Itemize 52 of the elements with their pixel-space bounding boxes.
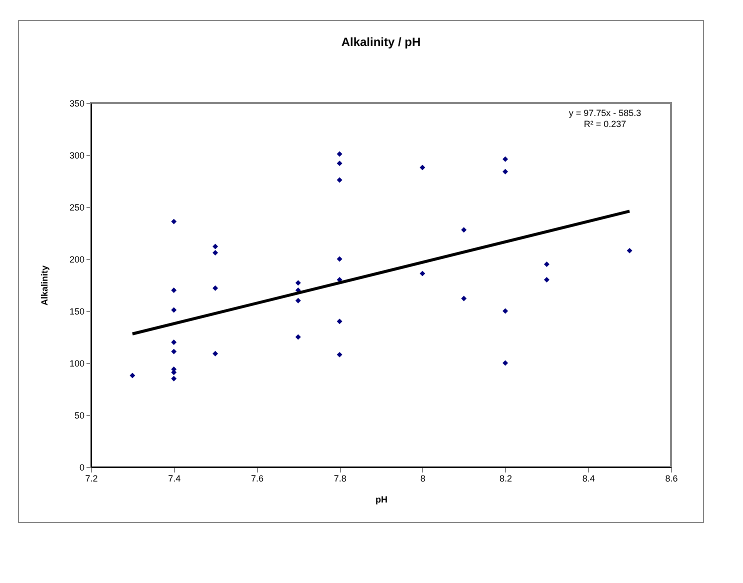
point	[336, 318, 342, 324]
point	[336, 256, 342, 262]
y-tick-label: 150	[69, 306, 84, 316]
y-tick-label: 200	[69, 254, 84, 264]
x-tick-label: 7.4	[168, 474, 181, 484]
x-tick-label: 8.6	[665, 474, 678, 484]
point	[544, 261, 550, 267]
point	[295, 334, 301, 340]
point	[171, 376, 177, 382]
x-tick-label: 8	[420, 474, 426, 484]
point	[212, 244, 218, 250]
point	[171, 218, 177, 224]
x-axis-title: pH	[376, 494, 388, 504]
y-tick-label: 250	[69, 202, 84, 212]
point	[171, 307, 177, 313]
point	[336, 352, 342, 358]
point	[336, 151, 342, 157]
x-tick-label: 7.6	[250, 474, 264, 484]
point	[502, 360, 508, 366]
y-tick-label: 0	[79, 462, 84, 472]
point	[171, 348, 177, 354]
annotation: R² = 0.237	[584, 119, 626, 129]
y-tick-label: 50	[74, 410, 84, 420]
point	[212, 285, 218, 291]
point	[336, 177, 342, 183]
point	[502, 168, 508, 174]
y-tick-label: 300	[69, 150, 84, 160]
point	[461, 227, 467, 233]
point	[171, 339, 177, 345]
y-tick-label: 100	[69, 358, 84, 368]
point	[336, 160, 342, 166]
y-tick-label: 350	[69, 98, 84, 108]
point	[295, 280, 301, 286]
x-tick-label: 8.2	[500, 474, 512, 484]
point	[461, 296, 467, 302]
point	[502, 308, 508, 314]
x-tick-label: 7.2	[85, 474, 98, 484]
point	[626, 248, 632, 254]
annotation: y = 97.75x - 585.3	[568, 108, 642, 118]
point	[420, 270, 426, 276]
point	[212, 250, 218, 256]
point	[420, 164, 426, 170]
y-axis-title: Alkalinity	[39, 265, 50, 306]
x-tick-label: 7.8	[334, 474, 346, 484]
x-tick-label: 8.4	[582, 474, 595, 484]
point	[130, 372, 136, 378]
point	[544, 277, 550, 283]
chart-title: Alkalinity / pH	[341, 35, 421, 49]
point	[502, 156, 508, 162]
point	[171, 287, 177, 293]
point	[212, 350, 218, 356]
point	[295, 298, 301, 304]
